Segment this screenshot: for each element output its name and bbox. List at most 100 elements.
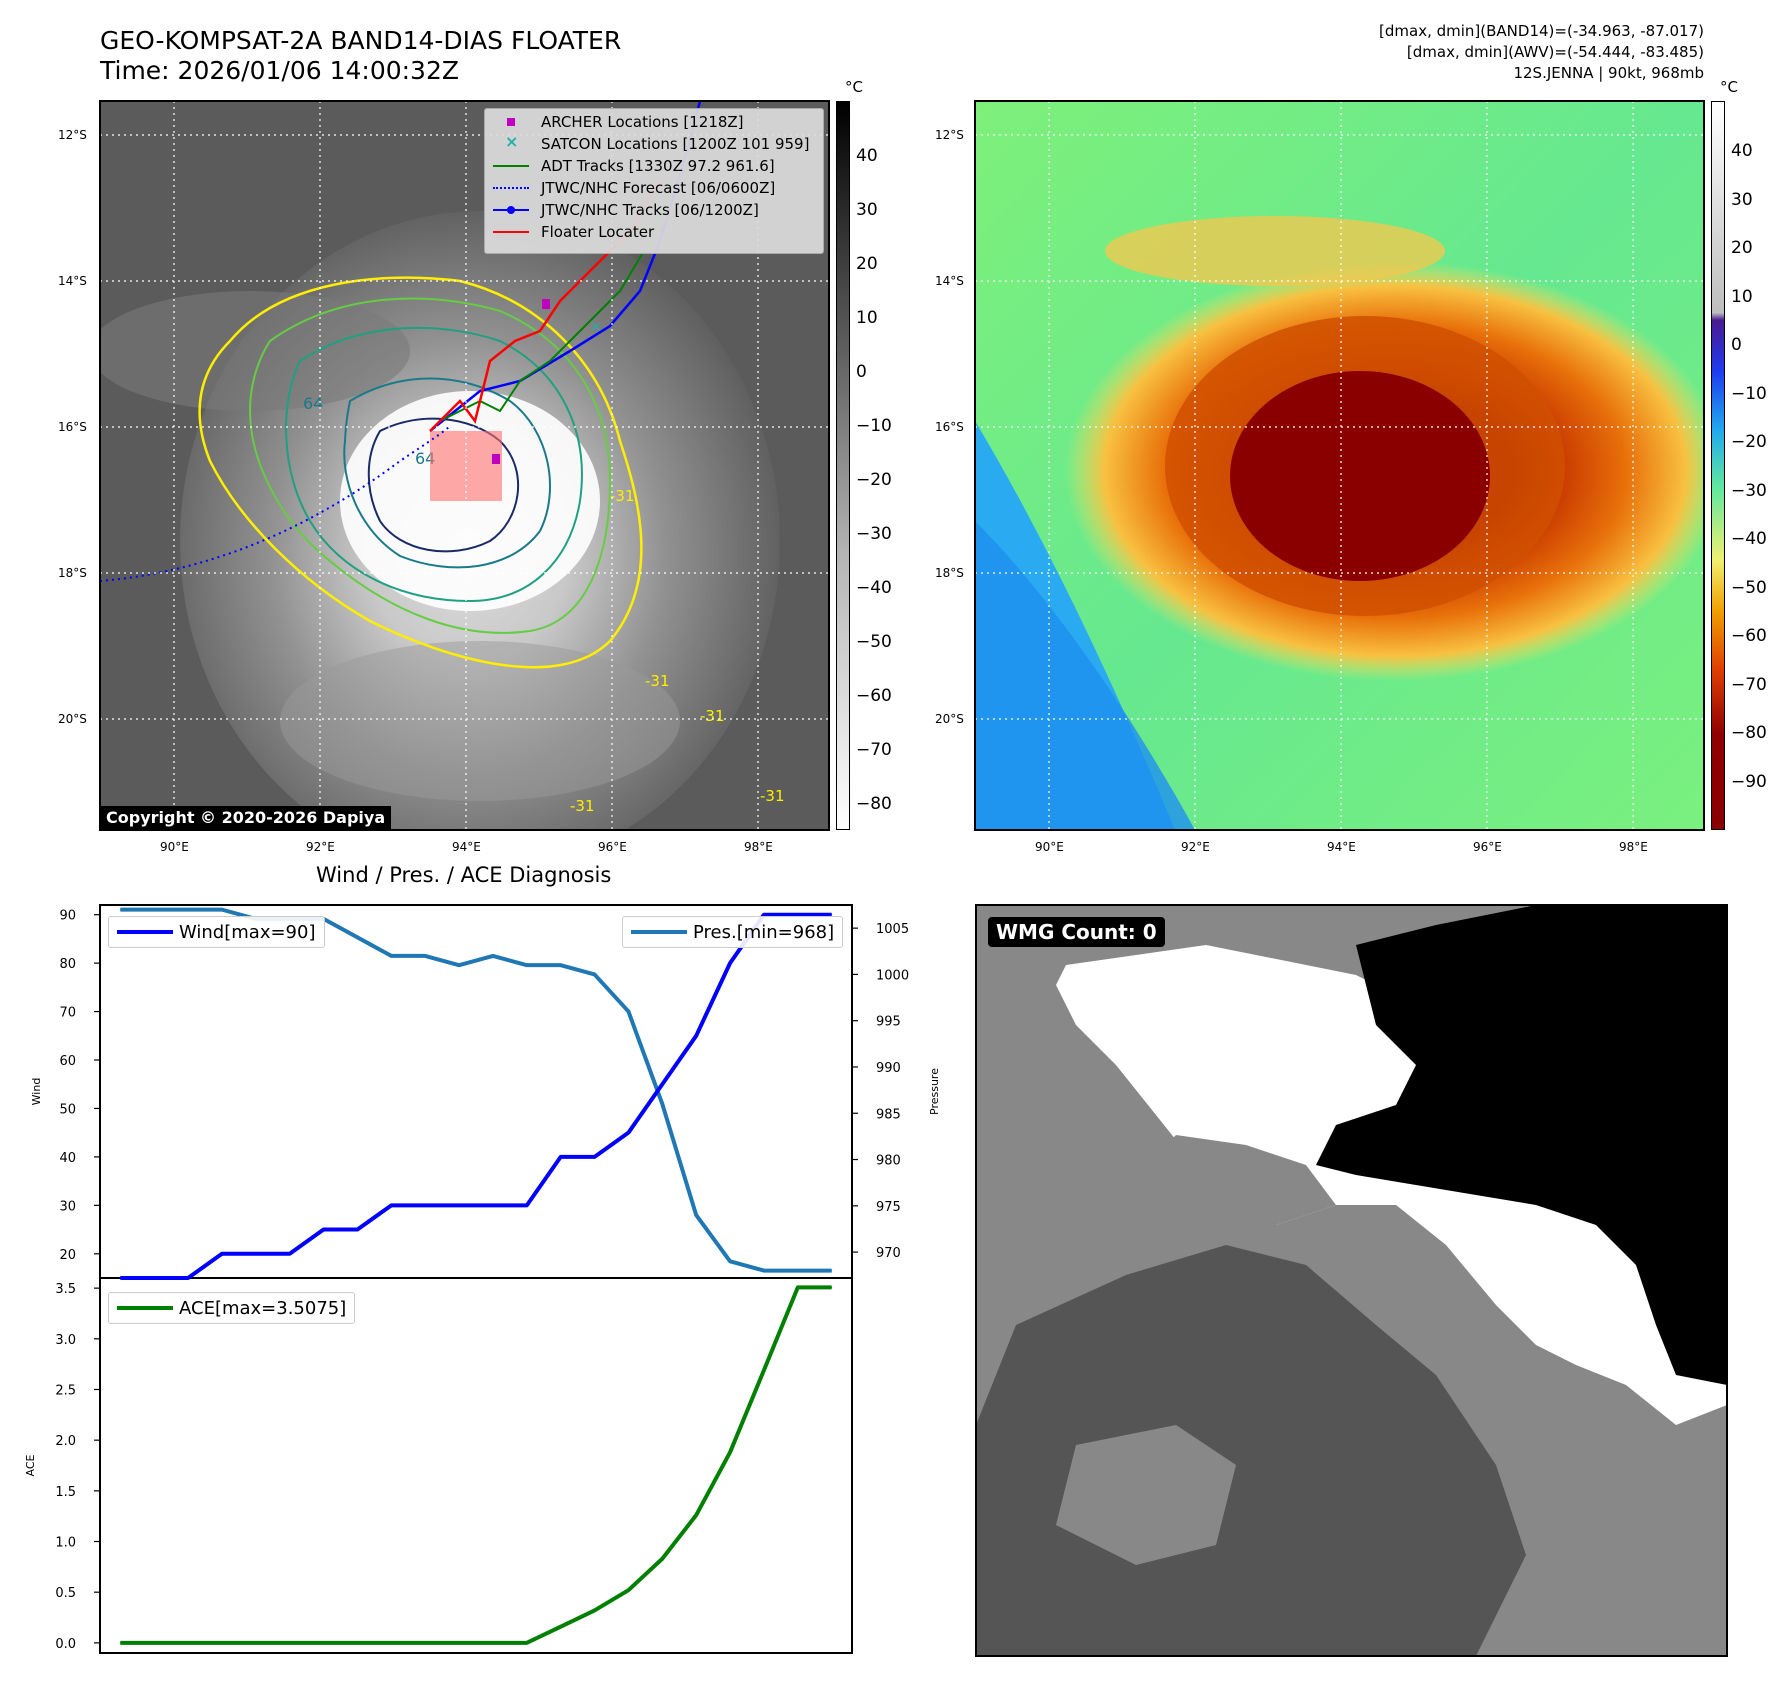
pressure-tick-label: 1000 <box>876 968 909 983</box>
ir-legend: ARCHER Locations [1218Z] × SATCON Locatio… <box>484 108 824 254</box>
lat-label: 20°S <box>935 712 964 726</box>
legend-forecast: JTWC/NHC Forecast [06/0600Z] <box>493 177 775 199</box>
ir-tick: 40 <box>856 146 878 166</box>
ace-tick-label: 0.0 <box>55 1637 76 1652</box>
wind-point <box>187 1277 189 1279</box>
wmg-panel <box>976 905 1727 1656</box>
wv-tick: −80 <box>1731 723 1767 743</box>
satcon-marker: × <box>590 319 602 335</box>
wind-point <box>458 1204 460 1206</box>
wind-tick-label: 40 <box>59 1151 76 1166</box>
ace-legend-label: ACE[max=3.5075] <box>179 1297 347 1319</box>
wv-outflow-band <box>1105 216 1445 286</box>
ace-point <box>526 1642 528 1644</box>
copyright-label: Copyright © 2020-2026 Dapiya <box>100 806 392 829</box>
legend-archer: ARCHER Locations [1218Z] <box>493 111 744 133</box>
wind-point <box>221 1253 223 1255</box>
ir-tick: 10 <box>856 308 878 328</box>
legend-floater: Floater Locater <box>493 221 654 243</box>
wind-series-line <box>120 912 832 1280</box>
adt-track-line <box>439 190 671 422</box>
wv-dry-core <box>975 521 1195 830</box>
lon-label: 96°E <box>598 840 627 854</box>
pressure-legend-label: Pres.[min=968] <box>693 921 835 943</box>
pressure-point <box>594 973 596 975</box>
wv-tick: −30 <box>1731 481 1767 501</box>
ace-point <box>831 1286 833 1288</box>
wv-tick: −60 <box>1731 626 1767 646</box>
chart-time: Time: 2026/01/06 14:00:32Z <box>100 56 459 85</box>
pressure-tick-label: 975 <box>876 1200 901 1215</box>
wind-legend-swatch <box>117 930 173 934</box>
ace-point <box>255 1642 257 1644</box>
pressure-point <box>526 964 528 966</box>
wv-colorbar-ticks: 40 30 20 10 0 −10 −20 −30 −40 −50 −60 −7… <box>1731 101 1771 830</box>
lon-label: 98°E <box>1619 840 1648 854</box>
wv-tick: −50 <box>1731 578 1767 598</box>
ace-tick-label: 2.5 <box>55 1383 76 1398</box>
lon-label: 94°E <box>452 840 481 854</box>
ace-point <box>153 1642 155 1644</box>
wind-point <box>492 1204 494 1206</box>
lat-label: 12°S <box>935 128 964 142</box>
ace-point <box>187 1642 189 1644</box>
lat-label: 16°S <box>58 420 87 434</box>
ir-tick: −60 <box>856 686 892 706</box>
wv-colorbar <box>1711 101 1725 830</box>
contour-teal-inner <box>343 377 551 569</box>
floater-legend-icon <box>493 222 529 242</box>
legend-label: ADT Tracks [1330Z 97.2 961.6] <box>541 157 775 175</box>
ace-point <box>119 1642 121 1644</box>
wind-point <box>119 1277 121 1279</box>
contour-navy <box>367 417 520 553</box>
pressure-point <box>560 964 562 966</box>
wind-tick-label: 90 <box>59 909 76 924</box>
ir-tick: −80 <box>856 794 892 814</box>
wind-point <box>323 1229 325 1231</box>
wind-point <box>627 1132 629 1134</box>
wind-point <box>594 1156 596 1158</box>
archer-marker <box>492 454 500 464</box>
wv-storm-core <box>1230 371 1490 581</box>
contour-light-green <box>248 297 612 634</box>
pressure-point <box>458 964 460 966</box>
wv-tick: −90 <box>1731 772 1767 792</box>
wind-point <box>356 1229 358 1231</box>
wmg-white-region <box>1056 945 1727 1425</box>
pressure-series-line <box>120 907 832 1273</box>
ace-point <box>763 1369 765 1371</box>
ir-colorbar-ticks: 40 30 20 10 0 −10 −20 −30 −40 −50 −60 −7… <box>856 101 896 830</box>
ace-frame <box>99 1277 853 1654</box>
wind-legend-label: Wind[max=90] <box>179 921 316 943</box>
wind-tick-label: 20 <box>59 1248 76 1263</box>
wv-tick: −10 <box>1731 384 1767 404</box>
ir-tick: −30 <box>856 524 892 544</box>
legend-satcon: × SATCON Locations [1200Z 101 959] <box>493 132 810 155</box>
wind-point <box>729 962 731 964</box>
legend-adt: ADT Tracks [1330Z 97.2 961.6] <box>493 155 775 177</box>
pressure-tick-label: 985 <box>876 1107 901 1122</box>
wind-tick-label: 50 <box>59 1102 76 1117</box>
lat-label: 18°S <box>935 566 964 580</box>
wind-tick-label: 70 <box>59 1006 76 1021</box>
contour-label: -31 <box>610 487 635 505</box>
lon-label: 90°E <box>1035 840 1064 854</box>
ir-map-border <box>99 100 830 831</box>
wind-point <box>797 914 799 916</box>
lat-label: 14°S <box>935 274 964 288</box>
pressure-point <box>221 909 223 911</box>
lat-label: 20°S <box>58 712 87 726</box>
pressure-tick-label: 990 <box>876 1061 901 1076</box>
contour-label: -31 <box>645 672 670 690</box>
wind-point <box>695 1035 697 1037</box>
ace-point <box>458 1642 460 1644</box>
legend-label: SATCON Locations [1200Z 101 959] <box>541 135 810 153</box>
adt-legend-icon <box>493 156 529 176</box>
pressure-point <box>390 955 392 957</box>
ace-tick-label: 2.0 <box>55 1434 76 1449</box>
lon-label: 98°E <box>744 840 773 854</box>
legend-label: JTWC/NHC Forecast [06/0600Z] <box>541 179 776 197</box>
pressure-point <box>797 1270 799 1272</box>
wind-tick-label: 80 <box>59 957 76 972</box>
wind-legend: Wind[max=90] <box>108 916 325 948</box>
